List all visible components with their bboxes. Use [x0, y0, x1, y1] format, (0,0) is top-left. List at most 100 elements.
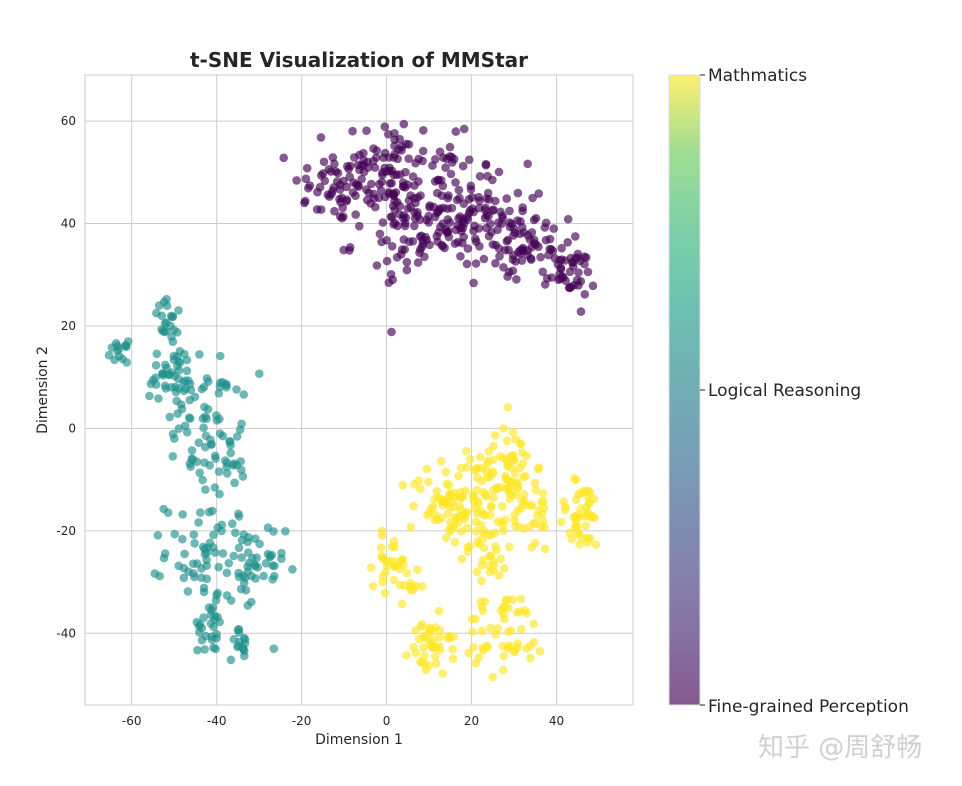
data-point — [205, 538, 215, 548]
data-point — [567, 534, 576, 544]
data-point — [419, 643, 428, 652]
data-point — [151, 361, 161, 370]
data-point — [475, 196, 484, 206]
data-point — [165, 412, 174, 422]
data-point — [424, 661, 434, 670]
data-point — [234, 543, 244, 553]
colorbar — [668, 74, 701, 706]
data-point — [302, 163, 312, 173]
data-point — [463, 244, 473, 253]
data-point — [369, 156, 378, 166]
data-point — [168, 429, 178, 439]
data-point — [454, 518, 463, 527]
data-point — [378, 571, 388, 581]
data-point — [233, 625, 243, 635]
data-point — [197, 635, 207, 645]
data-point — [469, 278, 478, 288]
data-point — [232, 385, 241, 394]
x-tick-label: 40 — [549, 714, 564, 728]
data-point — [576, 307, 586, 316]
data-point — [292, 176, 301, 185]
data-point — [229, 551, 239, 561]
data-point — [505, 206, 514, 216]
data-point — [522, 608, 532, 618]
data-point — [484, 195, 494, 204]
data-point — [576, 504, 585, 513]
data-point — [477, 576, 486, 586]
data-point — [446, 169, 456, 179]
data-point — [504, 542, 514, 552]
data-point — [279, 153, 289, 163]
data-point — [455, 502, 465, 511]
data-point — [413, 565, 422, 574]
data-point — [380, 122, 390, 131]
data-point — [460, 511, 470, 520]
data-point — [402, 651, 411, 660]
data-point — [433, 188, 442, 198]
data-point — [168, 312, 177, 322]
data-point — [433, 175, 443, 185]
data-point — [500, 614, 509, 624]
data-point — [199, 423, 208, 433]
data-point — [152, 349, 162, 359]
data-point — [199, 613, 208, 622]
data-point — [174, 306, 183, 315]
data-point — [215, 489, 224, 499]
colorbar-label-logical-reasoning: Logical Reasoning — [708, 381, 861, 401]
data-point — [268, 561, 277, 570]
data-point — [575, 540, 584, 549]
data-point — [434, 228, 444, 237]
data-point — [489, 493, 498, 503]
data-point — [455, 193, 464, 203]
data-point — [541, 235, 551, 245]
data-point — [538, 516, 548, 525]
data-point — [523, 159, 532, 169]
data-point — [182, 427, 192, 437]
data-point — [377, 551, 387, 561]
data-point — [419, 633, 429, 642]
data-point — [335, 194, 344, 204]
data-point — [171, 387, 181, 397]
data-point — [554, 275, 563, 285]
data-point — [148, 375, 158, 385]
data-point — [441, 533, 451, 542]
data-point — [220, 456, 230, 465]
data-point — [345, 172, 355, 181]
data-point — [205, 461, 214, 470]
data-point — [424, 218, 434, 227]
data-point — [225, 437, 235, 446]
data-point — [389, 575, 399, 585]
data-point — [584, 486, 593, 496]
data-point — [179, 563, 189, 573]
data-point — [150, 569, 160, 578]
data-point — [228, 519, 237, 528]
data-point — [410, 480, 419, 489]
data-point — [488, 175, 497, 185]
data-point — [559, 497, 568, 506]
data-point — [390, 561, 400, 570]
data-point — [208, 506, 217, 516]
data-point — [516, 217, 525, 226]
data-point — [509, 455, 518, 464]
data-point — [503, 272, 512, 281]
data-point — [393, 221, 402, 231]
plot-frame — [84, 74, 634, 706]
data-point — [413, 258, 423, 267]
data-point — [462, 462, 472, 472]
data-point — [236, 457, 245, 466]
data-point — [425, 640, 435, 649]
data-point — [471, 614, 480, 624]
data-point — [545, 244, 554, 254]
data-point — [400, 218, 410, 228]
data-point — [195, 628, 204, 637]
data-point — [209, 530, 218, 540]
data-point — [518, 203, 527, 212]
data-point — [384, 129, 393, 139]
data-point — [224, 558, 234, 568]
data-point — [263, 523, 273, 532]
data-point — [529, 518, 538, 528]
data-point — [195, 468, 204, 478]
data-point — [372, 261, 382, 270]
data-point — [580, 290, 590, 299]
data-point — [491, 431, 500, 440]
